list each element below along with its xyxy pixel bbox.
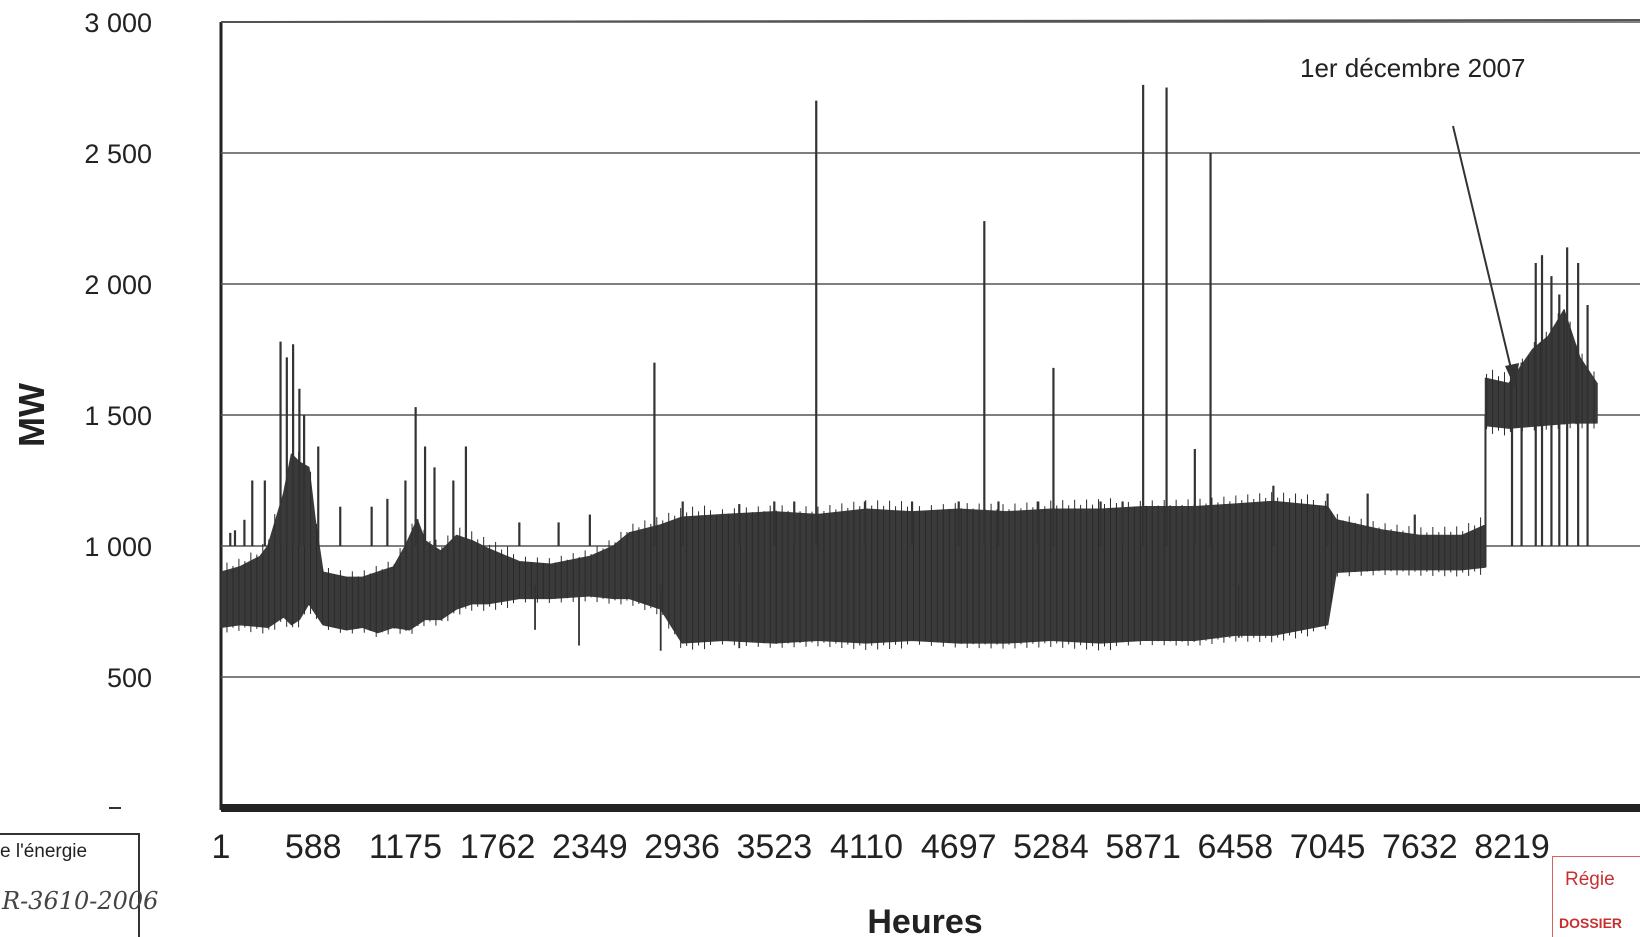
y-tick-label: 1 500	[84, 401, 152, 431]
annotation-dec-2007: 1er décembre 2007	[1300, 53, 1525, 388]
stamp-right: Régie DOSSIER	[1552, 856, 1640, 937]
x-tick-label: 1175	[369, 828, 442, 866]
y-axis-title: MW	[11, 383, 52, 447]
x-tick-label: 8219	[1474, 828, 1550, 866]
x-tick-label: 7045	[1290, 828, 1366, 866]
x-tick-label: 5871	[1105, 828, 1181, 866]
x-tick-label: 4697	[921, 828, 997, 866]
annotation-arrow-line	[1452, 125, 1514, 378]
grid-lines	[221, 21, 1640, 678]
y-tick-label: 3 000	[84, 8, 152, 38]
series-band	[220, 309, 1598, 644]
x-axis-title: Heures	[867, 903, 982, 937]
x-tick-label: 2349	[552, 828, 628, 866]
x-tick-labels: 1 588 1175 1762 2349 2936 3523 4110 4697 5284 5871…	[212, 828, 1550, 866]
stamp-right-title: Régie	[1565, 869, 1615, 890]
stamp-left-handwriting: R-3610-2006	[2, 887, 159, 915]
series-texture	[220, 309, 1595, 651]
y-tick-labels: 3 000 2 500 2 000 1 500 1 000 500	[84, 8, 152, 809]
x-tick-label: 7632	[1382, 828, 1458, 866]
x-tick-label: 1762	[460, 828, 536, 866]
annotation-arrowhead	[1505, 363, 1519, 388]
x-tick-label: 6458	[1198, 828, 1274, 866]
y-tick-label: 1 000	[84, 532, 152, 562]
x-tick-label: 4110	[830, 828, 903, 866]
y-tick-label: 2 000	[84, 270, 152, 300]
series-load-mw	[220, 84, 1598, 651]
stamp-left-title: e l'énergie	[0, 841, 88, 862]
x-tick-label: 5284	[1013, 828, 1089, 866]
stamp-right-subtitle: DOSSIER	[1559, 915, 1623, 931]
y-tick-label: 2 500	[84, 139, 152, 169]
x-tick-label: 2936	[644, 828, 720, 866]
x-tick-label: 1	[212, 828, 231, 866]
x-tick-label: 3523	[736, 828, 812, 866]
y-tick-label: 500	[107, 663, 152, 693]
annotation-text: 1er décembre 2007	[1300, 53, 1525, 83]
stamp-left: e l'énergie R-3610-2006	[0, 833, 158, 937]
x-tick-label: 588	[285, 828, 342, 866]
